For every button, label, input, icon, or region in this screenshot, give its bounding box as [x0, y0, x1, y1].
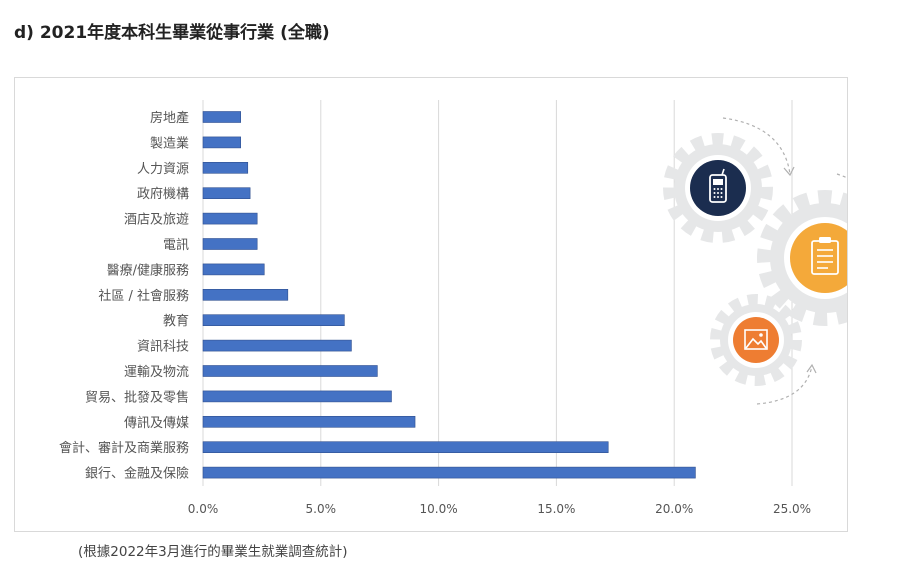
- category-label: 會計、審計及商業服務: [59, 440, 189, 456]
- category-label: 社區 / 社會服務: [98, 288, 189, 304]
- bar: [202, 314, 345, 326]
- category-label: 醫療/健康服務: [107, 262, 189, 278]
- x-tick-label: 5.0%: [306, 502, 337, 516]
- picture-icon: [744, 329, 768, 350]
- x-tick-label: 25.0%: [773, 502, 811, 516]
- category-label: 傳訊及傳媒: [124, 416, 189, 431]
- bar: [202, 238, 258, 250]
- gear-picture: [710, 294, 802, 386]
- category-label: 酒店及旅遊: [124, 213, 189, 228]
- bar: [202, 365, 378, 377]
- bar: [202, 466, 696, 479]
- clipboard-icon: [811, 237, 839, 275]
- category-label: 貿易、批發及零售: [85, 389, 189, 405]
- bar: [202, 390, 392, 403]
- footnote: (根據2022年3月進行的畢業生就業調查統計): [78, 544, 348, 560]
- category-label: 銀行、金融及保險: [85, 466, 189, 482]
- chart-container: 房地產製造業人力資源政府機構酒店及旅遊電訊醫療/健康服務社區 / 社會服務教育資…: [14, 77, 898, 532]
- bar: [202, 136, 241, 149]
- arrow-head-bottom: [806, 363, 817, 374]
- page-title: d) 2021年度本科生畢業從事行業 (全職): [14, 23, 330, 43]
- bar: [202, 212, 258, 225]
- x-tick-label: 0.0%: [188, 502, 219, 516]
- bar: [202, 263, 265, 276]
- x-tick-label: 20.0%: [655, 502, 693, 516]
- mobile-phone-icon: [709, 168, 727, 203]
- category-label: 電訊: [163, 238, 189, 253]
- category-label: 房地產: [150, 110, 189, 126]
- category-label: 運輸及物流: [124, 365, 189, 380]
- category-label: 人力資源: [137, 162, 189, 177]
- gear-phone: [663, 133, 773, 243]
- dashed-arrow-bottom: [756, 365, 813, 405]
- gear-illustration: [663, 117, 898, 405]
- bar: [202, 415, 416, 428]
- x-tick-labels: 0.0% 5.0% 10.0% 15.0% 20.0% 25.0%: [188, 502, 811, 516]
- dashed-arrow-top: [722, 117, 791, 175]
- bar: [202, 339, 352, 352]
- arrow-head-top: [783, 166, 795, 177]
- x-tick-label: 10.0%: [420, 502, 458, 516]
- bars: [202, 111, 696, 479]
- category-label: 資訊科技: [137, 340, 189, 355]
- category-label: 政府機構: [137, 187, 189, 202]
- bar: [202, 162, 249, 174]
- bar: [202, 441, 609, 454]
- bar: [202, 187, 251, 199]
- category-label: 教育: [163, 313, 189, 329]
- x-tick-label: 15.0%: [537, 502, 575, 516]
- category-label: 製造業: [150, 135, 189, 151]
- bar: [202, 289, 289, 301]
- bar: [202, 111, 241, 123]
